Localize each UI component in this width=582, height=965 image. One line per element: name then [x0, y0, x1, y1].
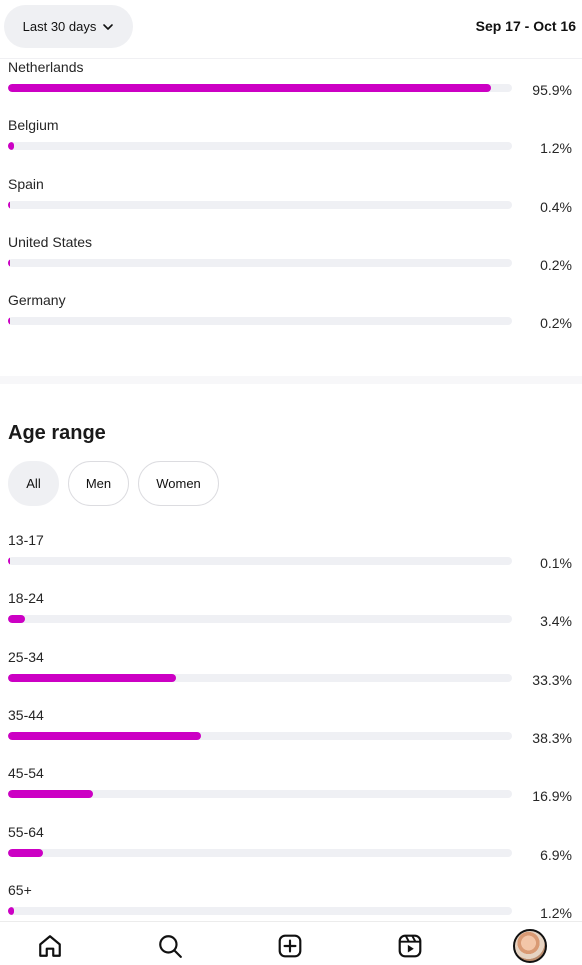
- age-row: 13-17 0.1%: [8, 531, 574, 589]
- age-row: 18-24 3.4%: [8, 589, 574, 647]
- location-percent: 0.2%: [540, 257, 572, 273]
- age-bar-track: [8, 732, 512, 740]
- bottom-nav: [0, 921, 582, 965]
- chevron-down-icon: [103, 23, 114, 30]
- top-bar: Last 30 days Sep 17 - Oct 16: [0, 0, 582, 59]
- location-bar-track: [8, 84, 512, 92]
- section-divider: [0, 376, 582, 384]
- search-icon: [159, 935, 182, 958]
- age-bar-fill: [8, 557, 10, 565]
- location-bar-track: [8, 201, 512, 209]
- age-percent: 16.9%: [532, 788, 572, 804]
- date-range-dropdown[interactable]: Last 30 days: [4, 5, 133, 48]
- age-bar-track: [8, 615, 512, 623]
- nav-search[interactable]: [150, 928, 190, 964]
- location-row: United States 0.2%: [8, 233, 574, 291]
- location-bar-track: [8, 142, 512, 150]
- age-bar-track: [8, 674, 512, 682]
- age-range-title: Age range: [8, 422, 106, 444]
- location-label: Germany: [8, 292, 66, 308]
- age-label: 18-24: [8, 590, 44, 606]
- reels-icon: [398, 934, 422, 958]
- location-percent: 95.9%: [532, 82, 572, 98]
- age-bar-fill: [8, 674, 176, 682]
- age-row: 35-44 38.3%: [8, 706, 574, 764]
- filter-women-button[interactable]: Women: [138, 461, 219, 506]
- location-label: Netherlands: [8, 59, 84, 75]
- age-bar-track: [8, 557, 512, 565]
- age-percent: 0.1%: [540, 555, 572, 571]
- age-bar-fill: [8, 907, 15, 915]
- age-bar-fill: [8, 790, 94, 798]
- age-row: 65+ 1.2%: [8, 881, 574, 939]
- location-label: United States: [8, 234, 93, 250]
- location-bar-fill: [8, 142, 15, 150]
- create-icon: [278, 934, 302, 958]
- age-percent: 3.4%: [540, 613, 572, 629]
- age-percent: 33.3%: [532, 672, 572, 688]
- age-label: 55-64: [8, 824, 44, 840]
- location-row: Belgium 1.2%: [8, 116, 574, 174]
- date-range-text: Sep 17 - Oct 16: [475, 18, 576, 34]
- age-bar-fill: [8, 849, 43, 857]
- nav-create[interactable]: [270, 928, 310, 964]
- age-bar-track: [8, 790, 512, 798]
- age-percent: 6.9%: [540, 847, 572, 863]
- location-bar-track: [8, 317, 512, 325]
- gender-filter-group: All Men Women: [8, 461, 219, 506]
- age-label: 65+: [8, 882, 32, 898]
- age-row: 55-64 6.9%: [8, 823, 574, 881]
- location-label: Spain: [8, 176, 44, 192]
- age-bar-fill: [8, 732, 202, 740]
- date-range-dropdown-label: Last 30 days: [22, 19, 97, 34]
- location-label: Belgium: [8, 117, 59, 133]
- age-percent: 1.2%: [540, 905, 572, 921]
- age-label: 35-44: [8, 707, 44, 723]
- filter-all-button[interactable]: All: [8, 461, 59, 506]
- age-percent: 38.3%: [532, 730, 572, 746]
- nav-reels[interactable]: [390, 928, 430, 964]
- location-percent: 1.2%: [540, 140, 572, 156]
- age-label: 13-17: [8, 532, 44, 548]
- location-bar-track: [8, 259, 512, 267]
- location-bar-fill: [8, 259, 10, 267]
- nav-home[interactable]: [30, 928, 70, 964]
- age-row: 45-54 16.9%: [8, 764, 574, 822]
- location-percent: 0.2%: [540, 315, 572, 331]
- location-bar-fill: [8, 201, 11, 209]
- location-row: Netherlands 95.9%: [8, 58, 574, 116]
- location-percent: 0.4%: [540, 199, 572, 215]
- location-bar-fill: [8, 84, 492, 92]
- age-bar-track: [8, 907, 512, 915]
- age-bar-track: [8, 849, 512, 857]
- location-row: Germany 0.2%: [8, 291, 574, 349]
- age-label: 25-34: [8, 649, 44, 665]
- age-label: 45-54: [8, 765, 44, 781]
- age-bar-fill: [8, 615, 26, 623]
- location-row: Spain 0.4%: [8, 175, 574, 233]
- profile-avatar: [513, 929, 547, 963]
- age-row: 25-34 33.3%: [8, 648, 574, 706]
- nav-profile[interactable]: [510, 928, 550, 964]
- filter-men-button[interactable]: Men: [68, 461, 129, 506]
- location-bar-fill: [8, 317, 10, 325]
- home-icon: [39, 935, 61, 957]
